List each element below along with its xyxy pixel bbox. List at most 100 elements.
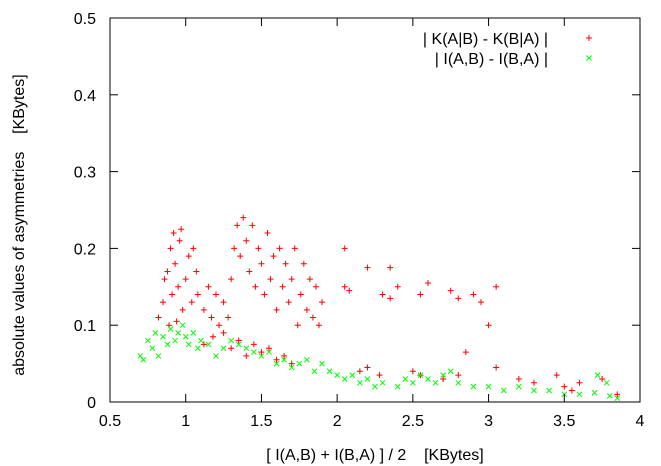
data-point-series-2 [614,395,621,402]
data-point-series-1 [261,291,268,298]
legend: | K(A|B) - K(B|A) | | I(A,B) - I(B,A) | [423,31,592,68]
data-point-series-1 [205,283,212,290]
data-point-series-2 [379,379,386,386]
x-tick-label: 1.5 [250,413,272,430]
data-point-series-1 [264,230,271,237]
data-point-series-1 [455,295,462,302]
data-point-series-1 [282,260,289,267]
data-point-series-1 [364,364,371,371]
y-tick-label: 0.3 [74,165,96,182]
data-point-series-1 [303,306,310,313]
data-point-series-1 [175,283,182,290]
data-point-series-2 [243,345,250,352]
data-point-series-2 [228,337,234,344]
data-point-series-1 [161,276,168,283]
data-point-series-1 [387,264,394,271]
data-point-series-1 [281,352,288,359]
data-point-series-2 [167,326,174,332]
data-point-series-1 [576,379,583,386]
data-point-series-2 [296,360,303,367]
data-point-series-2 [266,349,272,355]
data-point-series-1 [297,291,304,298]
data-point-series-2 [455,379,462,386]
x-tick-label: 4 [636,413,645,430]
legend-markers [586,35,592,61]
data-point-series-1 [440,375,447,382]
data-point-series-1 [493,364,500,371]
data-point-series-1 [273,356,280,363]
data-point-series-1 [455,372,462,379]
data-point-series-2 [213,353,219,359]
data-point-series-1 [213,291,219,298]
data-point-series-1 [185,253,192,260]
data-point-series-2 [164,341,171,348]
x-tick-label: 1 [181,413,190,430]
data-point-series-2 [145,337,151,344]
data-point-series-1 [379,291,386,298]
data-point-series-2 [182,333,189,340]
data-point-series-2 [531,387,537,394]
data-point-series-1 [237,253,244,260]
data-point-series-1 [255,245,262,252]
data-point-series-2 [311,368,318,375]
data-point-series-2 [205,341,212,348]
data-point-series-1 [376,372,383,379]
data-point-series-2 [281,356,287,363]
data-point-series-1 [364,264,371,271]
data-point-series-1 [249,222,256,229]
x-tick-label: 0.5 [99,413,121,430]
data-point-series-1 [417,291,424,298]
data-point-series-2 [417,372,424,378]
data-point-series-2 [349,372,356,378]
data-point-series-2 [155,353,162,359]
data-point-series-1 [240,214,247,221]
data-point-series-1 [169,291,176,298]
y-tick-label: 0.1 [74,318,96,335]
data-point-series-1 [193,268,200,275]
data-point-series-1 [220,329,227,336]
data-point-series-1 [288,360,295,367]
data-point-series-1 [485,322,492,329]
data-point-series-1 [179,306,186,313]
data-point-series-2 [594,372,601,378]
data-point-series-2 [140,356,147,363]
data-point-series-1 [294,322,301,329]
data-point-series-2 [357,379,363,386]
data-point-series-2 [516,383,522,390]
data-point-series-1 [493,283,500,290]
data-point-series-2 [334,372,340,378]
data-point-series-1 [478,299,484,306]
data-point-series-2 [410,379,416,386]
plot-frame [109,17,641,403]
data-point-series-2 [394,383,401,390]
data-point-series-1 [300,260,307,267]
data-point-series-1 [176,237,183,244]
y-tick-label: 0.4 [74,88,96,105]
data-point-series-2 [251,349,257,355]
legend-marker-series-2 [586,55,592,61]
x-tick-label: 2.5 [402,413,424,430]
data-point-series-1 [599,375,606,382]
data-point-series-1 [553,372,560,379]
axes-layer: 0.5 1 1.5 2 2.5 3 3.5 4 0 0.1 0.2 0.3 0.4 0.5 [74,11,645,430]
data-point-series-1 [164,268,171,275]
data-point-series-2 [319,360,325,367]
data-point-series-1 [194,291,201,298]
data-point-series-2 [304,356,310,363]
data-point-series-1 [387,295,394,302]
data-point-series-2 [179,322,186,329]
data-point-series-1 [614,391,621,398]
data-point-series-1 [220,299,227,306]
x-axis-label: [ I(A,B) + I(B,A) ] / 2 [KBytes] [266,447,483,464]
data-point-series-2 [190,330,197,336]
data-point-series-1 [167,245,174,252]
data-point-series-1 [279,283,286,290]
data-point-series-1 [561,383,568,390]
data-point-series-2 [447,368,454,375]
data-point-series-2 [432,379,439,386]
data-point-series-1 [231,245,238,252]
data-point-series-1 [160,299,166,306]
data-point-series-1 [228,345,235,352]
data-point-series-1 [155,314,162,321]
